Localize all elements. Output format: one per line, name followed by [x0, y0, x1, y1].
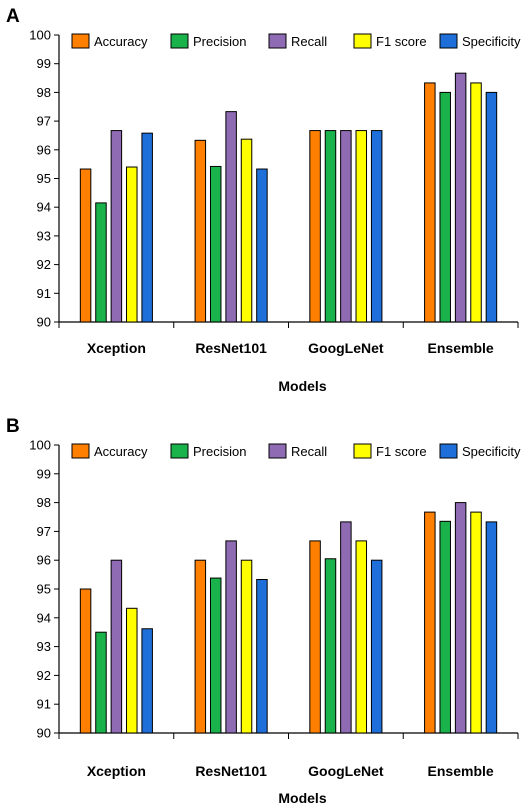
legend-label: Precision	[193, 34, 246, 49]
legend-swatch	[170, 443, 189, 459]
y-tick-label: 97	[37, 114, 51, 129]
bar-specificity	[141, 132, 153, 323]
bar-f1-score	[470, 82, 482, 323]
legend-label: Specificity	[462, 34, 521, 49]
bar-specificity	[256, 578, 268, 734]
bar-precision	[324, 558, 337, 734]
bar-accuracy	[79, 168, 92, 323]
bar-precision	[439, 91, 451, 323]
bar-recall	[454, 502, 467, 734]
legend-label: Specificity	[462, 444, 521, 459]
legend-label: Accuracy	[94, 34, 148, 49]
legend-swatch	[71, 33, 90, 49]
y-tick-label: 96	[37, 142, 51, 157]
y-tick-label: 94	[37, 200, 51, 215]
x-axis-title: Models	[278, 790, 326, 806]
bar-recall	[340, 521, 352, 734]
y-tick-label: 95	[37, 582, 51, 597]
bar-precision	[95, 631, 107, 734]
y-tick-label: 91	[37, 697, 51, 712]
y-tick-label: 92	[37, 257, 51, 272]
legend-label: Recall	[291, 444, 327, 459]
bar-precision	[324, 130, 337, 323]
bar-recall	[225, 111, 237, 323]
y-tick-label: 99	[37, 56, 51, 71]
legend-swatch	[71, 443, 90, 459]
y-tick-label: 90	[37, 315, 51, 330]
legend-label: F1 score	[376, 34, 427, 49]
bar-specificity	[370, 559, 383, 734]
x-axis-title: Models	[278, 378, 326, 394]
bar-f1-score	[355, 540, 368, 734]
bar-recall	[225, 540, 237, 734]
y-tick-label: 91	[37, 286, 51, 301]
bar-precision	[209, 577, 222, 734]
bar-specificity	[485, 91, 498, 323]
bar-f1-score	[470, 511, 482, 734]
chart-panel-b: B 90 91 92 93 94 95 96 97 98 99 100 Xception ResNet10…	[6, 416, 521, 806]
y-tick-label: 98	[37, 85, 51, 100]
bar-precision	[95, 202, 107, 323]
bar-recall	[110, 130, 123, 323]
y-tick-label: 93	[37, 228, 51, 243]
x-category-label: GoogLeNet	[308, 763, 384, 779]
bar-accuracy	[194, 559, 207, 734]
y-tick-label: 99	[37, 466, 51, 481]
bar-recall	[454, 72, 467, 323]
bar-recall	[110, 559, 123, 734]
panel-label: A	[6, 6, 20, 27]
bar-accuracy	[424, 511, 436, 734]
y-tick-label: 90	[37, 726, 51, 741]
legend-swatch	[170, 33, 189, 49]
y-tick-label: 100	[29, 438, 51, 453]
bar-specificity	[256, 168, 268, 323]
y-tick-label: 93	[37, 639, 51, 654]
bar-f1-score	[126, 607, 138, 734]
chart-panel-a: A 90 91 92 93 94 95 96 97 98 99 100 Xception ResNet10…	[6, 6, 521, 394]
bar-specificity	[485, 521, 498, 734]
bar-specificity	[370, 130, 383, 323]
bar-accuracy	[194, 139, 207, 323]
panel-label: B	[6, 416, 20, 437]
bar-accuracy	[309, 540, 321, 734]
legend-swatch	[268, 443, 287, 459]
legend-swatch	[439, 443, 458, 459]
y-tick-label: 95	[37, 171, 51, 186]
legend-label: Accuracy	[94, 444, 148, 459]
bar-f1-score	[126, 166, 138, 323]
legend-label: F1 score	[376, 444, 427, 459]
x-category-label: Ensemble	[428, 340, 494, 356]
bar-recall	[340, 130, 352, 323]
legend-swatch	[353, 33, 372, 49]
bar-accuracy	[424, 82, 436, 323]
legend-label: Recall	[291, 34, 327, 49]
legend-swatch	[353, 443, 372, 459]
legend-swatch	[439, 33, 458, 49]
y-tick-label: 96	[37, 553, 51, 568]
y-tick-label: 94	[37, 610, 51, 625]
bar-f1-score	[240, 138, 253, 323]
x-category-label: Xception	[87, 763, 146, 779]
bar-specificity	[141, 628, 153, 734]
y-tick-label: 98	[37, 495, 51, 510]
x-category-label: ResNet101	[195, 763, 267, 779]
legend-swatch	[268, 33, 287, 49]
bar-f1-score	[355, 130, 368, 323]
x-category-label: Ensemble	[428, 763, 494, 779]
bar-precision	[439, 520, 451, 734]
y-tick-label: 92	[37, 668, 51, 683]
bar-accuracy	[79, 588, 92, 734]
legend-label: Precision	[193, 444, 246, 459]
bar-accuracy	[309, 130, 321, 323]
y-tick-label: 100	[29, 28, 51, 43]
x-category-label: Xception	[87, 340, 146, 356]
bar-precision	[209, 165, 222, 323]
x-category-label: GoogLeNet	[308, 340, 384, 356]
bar-f1-score	[240, 559, 253, 734]
y-tick-label: 97	[37, 524, 51, 539]
x-category-label: ResNet101	[195, 340, 267, 356]
